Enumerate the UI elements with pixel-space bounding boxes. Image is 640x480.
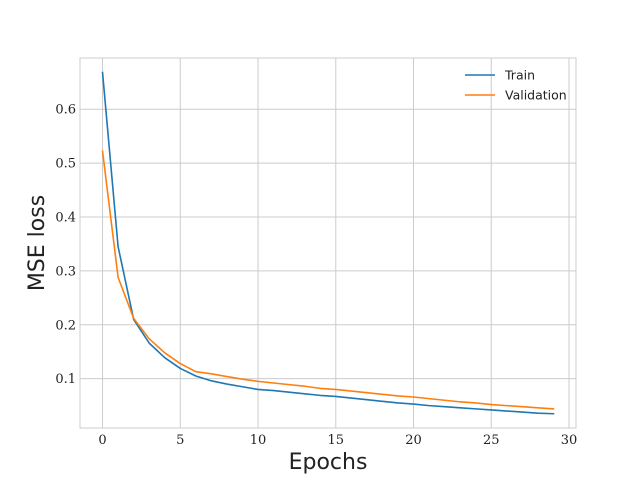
y-tick-label: 0.5	[55, 157, 76, 172]
x-tick-label: 30	[561, 433, 578, 448]
x-axis-label: Epochs	[289, 450, 368, 475]
series-line-validation	[101, 150, 555, 410]
y-tick-label: 0.3	[55, 264, 76, 279]
series-layer	[101, 71, 555, 415]
x-tick-label: 10	[250, 433, 267, 448]
x-tick-label: 5	[176, 433, 184, 448]
y-axis-label: MSE loss	[25, 195, 50, 291]
y-tick-label: 0.2	[55, 318, 76, 333]
x-tick-label: 20	[405, 433, 422, 448]
plot-area	[79, 57, 577, 429]
series-line-train	[101, 71, 555, 415]
y-tick-label: 0.4	[55, 210, 76, 225]
x-tick-label: 25	[483, 433, 500, 448]
legend-label-validation: Validation	[505, 88, 567, 103]
tick-labels: 0 5 10 15 20 25 30 0.1 0.2 0.3 0.4 0.5 0.6	[55, 103, 577, 448]
y-tick-label: 0.1	[55, 372, 76, 387]
grid	[80, 58, 576, 428]
x-tick-label: 0	[98, 433, 106, 448]
x-tick-label: 15	[328, 433, 345, 448]
y-tick-label: 0.6	[55, 103, 76, 118]
legend: Train Validation	[465, 68, 567, 103]
legend-label-train: Train	[504, 68, 535, 83]
